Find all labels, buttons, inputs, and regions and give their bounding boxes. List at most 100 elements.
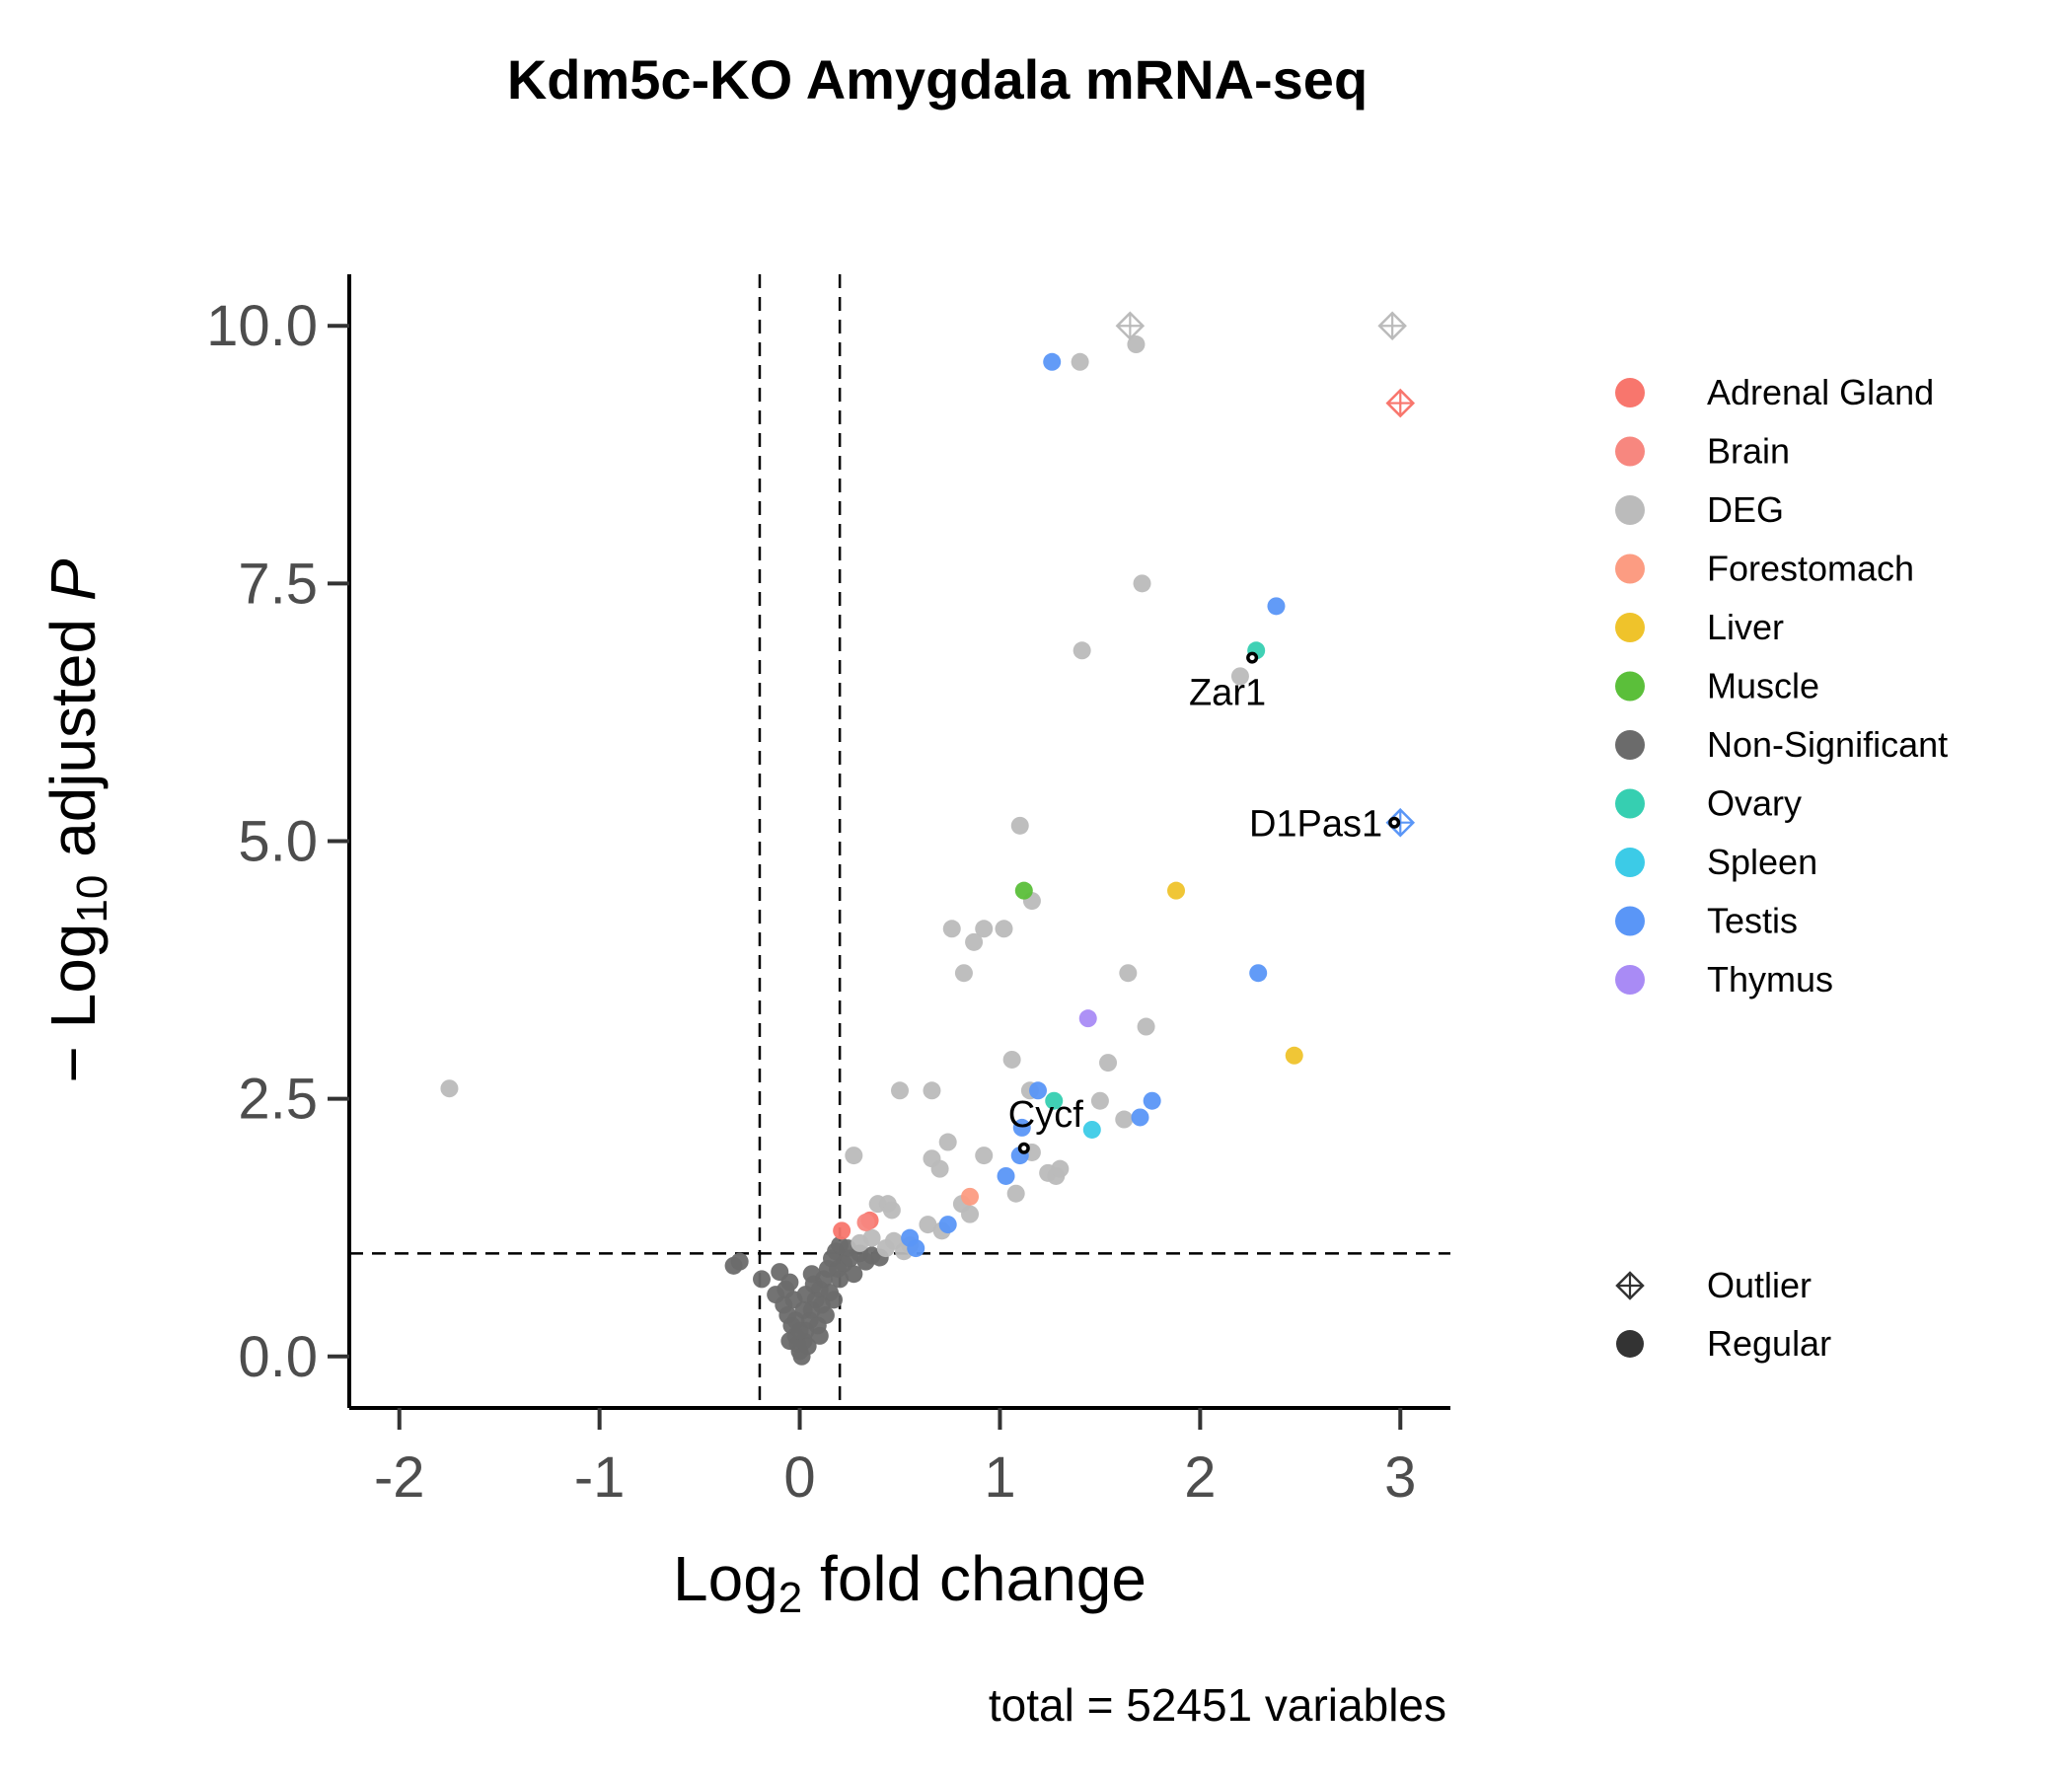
data-point xyxy=(1285,1046,1303,1065)
chart-title: Kdm5c-KO Amygdala mRNA-seq xyxy=(507,48,1368,111)
data-point xyxy=(923,1081,941,1100)
data-point xyxy=(794,1300,813,1319)
data-point xyxy=(825,1291,844,1309)
x-axis-title: Log2 fold change xyxy=(673,1543,1147,1622)
x-tick-label: 2 xyxy=(1184,1445,1216,1510)
data-point xyxy=(1115,1110,1134,1129)
data-point xyxy=(1029,1081,1048,1100)
data-point xyxy=(1099,1054,1118,1073)
data-point xyxy=(907,1239,925,1258)
legend-label: Ovary xyxy=(1707,783,1802,824)
legend-label: Forestomach xyxy=(1707,549,1914,589)
data-point xyxy=(930,1159,949,1178)
y-tick-label: 5.0 xyxy=(238,810,318,874)
legend-label: Adrenal Gland xyxy=(1707,372,1934,412)
outlier-point xyxy=(1385,388,1416,418)
data-point xyxy=(1078,1009,1097,1028)
data-point xyxy=(730,1252,749,1271)
data-point xyxy=(816,1305,835,1324)
x-tick-label: 3 xyxy=(1384,1445,1416,1510)
data-point xyxy=(810,1326,829,1345)
data-point xyxy=(882,1201,901,1220)
legend-shape-label: Regular xyxy=(1707,1323,1831,1364)
data-point xyxy=(845,1265,863,1284)
data-point xyxy=(1010,816,1029,835)
y-axis-title: − Log10 adjusted P xyxy=(37,558,116,1082)
data-point xyxy=(1131,1108,1149,1127)
data-point xyxy=(1143,1091,1161,1110)
legend-key xyxy=(1615,613,1645,642)
data-point xyxy=(856,1213,875,1231)
legend-key xyxy=(1615,378,1645,407)
data-point xyxy=(975,920,994,938)
data-point xyxy=(995,920,1013,938)
legend-label: Brain xyxy=(1707,431,1790,472)
legend-outlier-key xyxy=(1615,1271,1645,1300)
data-point xyxy=(790,1321,809,1340)
data-point xyxy=(919,1216,937,1234)
data-point xyxy=(961,1205,980,1223)
data-point xyxy=(961,1187,980,1206)
data-point xyxy=(1014,881,1033,900)
data-point xyxy=(954,964,973,983)
data-point xyxy=(1119,964,1138,983)
y-axis-title-italic: P xyxy=(37,558,109,601)
data-point xyxy=(851,1233,869,1252)
data-point xyxy=(975,1147,994,1165)
legend-label: Testis xyxy=(1707,901,1798,941)
y-axis-ticks: 0.0 2.5 5.0 7.5 10.0 xyxy=(206,294,349,1389)
data-point xyxy=(997,1166,1015,1185)
x-tick-label: 0 xyxy=(783,1445,815,1510)
labeled-gene-point-center xyxy=(1021,1146,1027,1151)
data-point xyxy=(1127,335,1146,354)
y-tick-label: 7.5 xyxy=(238,552,318,616)
data-point xyxy=(891,1081,909,1100)
x-axis-title-rest: fold change xyxy=(802,1543,1147,1614)
x-axis-title-main: Log xyxy=(673,1543,778,1614)
labeled-gene-point-center xyxy=(1249,655,1255,661)
data-point xyxy=(1267,597,1286,616)
data-point xyxy=(833,1221,851,1240)
data-point xyxy=(965,932,984,951)
data-point xyxy=(829,1259,848,1278)
legend-shape-label: Outlier xyxy=(1707,1265,1812,1305)
data-point xyxy=(777,1280,795,1298)
legend-key xyxy=(1615,436,1645,467)
data-point xyxy=(798,1337,817,1356)
legend-key xyxy=(1615,848,1645,877)
data-point xyxy=(802,1265,821,1284)
legend-label: Muscle xyxy=(1707,666,1819,706)
y-tick-label: 2.5 xyxy=(238,1068,318,1132)
data-point xyxy=(1249,964,1268,983)
legend-key xyxy=(1615,495,1645,525)
y-axis-title-mid: adjusted xyxy=(37,601,109,875)
x-tick-label: 1 xyxy=(984,1445,1015,1510)
data-point xyxy=(1043,352,1062,371)
legend-key xyxy=(1615,554,1645,584)
data-point xyxy=(942,920,961,938)
legend-key xyxy=(1615,788,1645,819)
x-axis-ticks: -2 -1 0 1 2 3 xyxy=(374,1408,1416,1510)
data-point xyxy=(1090,1091,1109,1110)
plot-area: Zar1 D1Pas1 Cycf xyxy=(349,274,1450,1408)
data-point xyxy=(440,1079,459,1098)
legend-key xyxy=(1615,730,1645,760)
y-tick-label: 0.0 xyxy=(238,1325,318,1389)
data-point xyxy=(876,1239,895,1258)
data-point xyxy=(1012,1118,1031,1137)
outlier-point xyxy=(1377,311,1407,340)
data-point xyxy=(938,1216,957,1234)
data-point xyxy=(1002,1050,1021,1069)
data-point xyxy=(1073,641,1091,660)
data-point xyxy=(1137,1017,1155,1036)
y-axis-title-prefix: − Log xyxy=(37,924,109,1083)
data-point xyxy=(1133,574,1151,593)
data-point xyxy=(1006,1184,1025,1203)
labeled-gene-point-center xyxy=(1391,820,1397,826)
data-point xyxy=(1045,1091,1064,1110)
chart-caption: total = 52451 variables xyxy=(989,1679,1446,1731)
legend-label: DEG xyxy=(1707,489,1784,530)
outlier-point xyxy=(1115,311,1146,340)
y-tick-label: 10.0 xyxy=(206,294,318,358)
